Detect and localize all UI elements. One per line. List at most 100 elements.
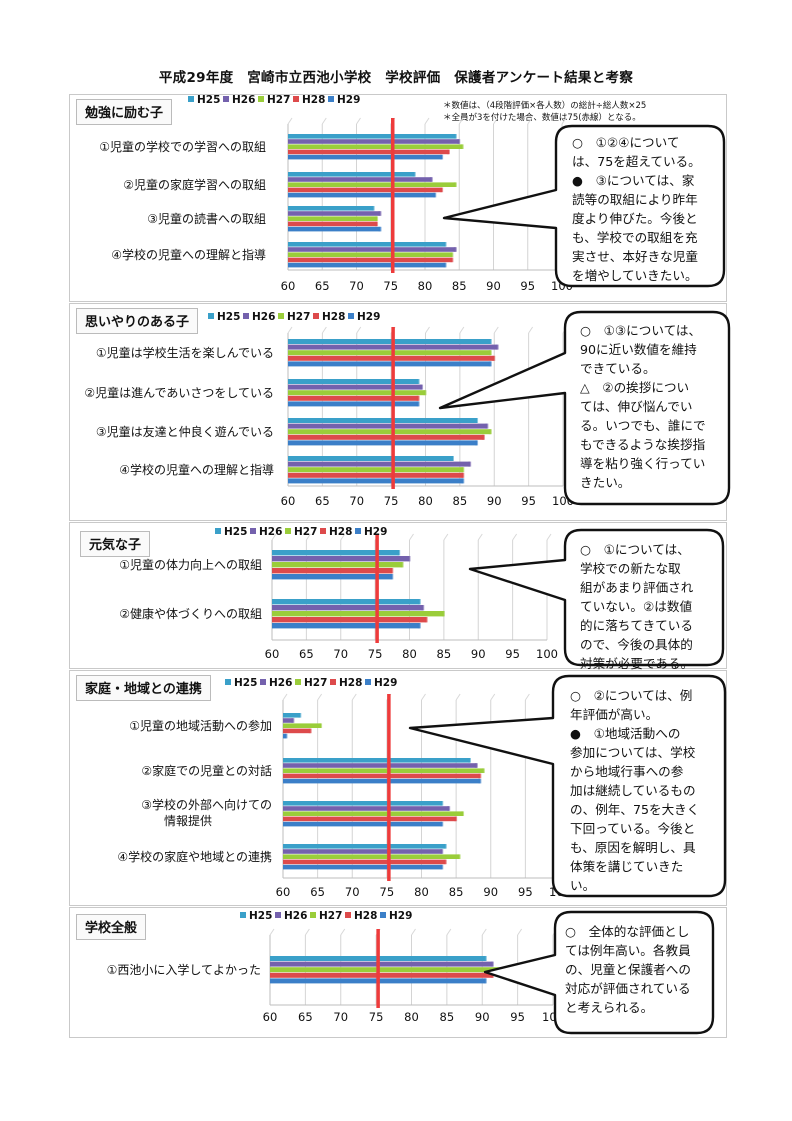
bar-end-h25 — [475, 418, 479, 423]
legend-swatch-h25 — [215, 528, 221, 534]
x-tick-label: 60 — [265, 647, 280, 661]
gridline-depth — [455, 693, 461, 701]
bar-h29 — [288, 192, 436, 198]
bar-end-h29 — [417, 623, 421, 629]
bar-end-h26 — [291, 718, 295, 723]
bar-h29 — [288, 361, 491, 367]
gridline-depth — [287, 117, 293, 125]
category-label: ④学校の家庭や地域との連携 — [117, 849, 272, 864]
x-tick-label: 65 — [298, 1010, 313, 1024]
bar-end-h25 — [412, 172, 416, 177]
bar-h28 — [283, 773, 481, 779]
bar-end-h26 — [407, 556, 411, 562]
bar-end-h25 — [488, 339, 492, 344]
x-tick-label: 70 — [333, 647, 348, 661]
category-label: ①児童は学校生活を楽しんでいる — [96, 345, 274, 360]
category-label: ③児童は友達と仲良く遊んでいる — [96, 424, 274, 439]
callout-bubble — [438, 310, 731, 506]
bar-end-h27 — [441, 611, 445, 617]
legend-label: H25 — [249, 910, 272, 922]
legend-label: H29 — [364, 526, 387, 538]
bar-h26 — [283, 806, 450, 811]
x-tick-label: 95 — [521, 494, 536, 508]
bar-h28 — [288, 187, 443, 193]
bar-h28 — [272, 617, 427, 623]
reference-note: ＊全員が3を付けた場合、数値は75(赤線）となる。 — [443, 113, 641, 123]
x-tick-label: 75 — [380, 885, 395, 899]
legend-swatch-h29 — [365, 679, 371, 685]
x-tick-label: 80 — [414, 885, 429, 899]
bar-h27 — [283, 811, 464, 816]
legend-swatch-h29 — [380, 912, 386, 918]
legend-label: H28 — [302, 94, 325, 106]
callout-health: ○ ①については、 学校での新たな取 組があまり評価され ていない。②は数値 的… — [580, 542, 694, 671]
callout-general: ○ 全体的な評価とし ては例年高い。各教員 の、児童と保護者への 対応が評価され… — [565, 924, 691, 1015]
bar-h29 — [283, 864, 443, 870]
bar-end-h26 — [495, 344, 499, 350]
legend-swatch-h27 — [285, 528, 291, 534]
gridline-depth — [356, 326, 362, 334]
bar-h28 — [270, 972, 493, 978]
gridline-depth — [321, 326, 327, 334]
bar-end-h26 — [420, 384, 424, 390]
bar-end-h29 — [443, 262, 447, 268]
bar-end-h26 — [447, 806, 451, 811]
gridline-depth — [459, 326, 465, 334]
bar-end-h28 — [481, 434, 485, 440]
bar-end-h28 — [454, 816, 458, 822]
bar-end-h28 — [492, 355, 496, 361]
bar-end-h29 — [416, 401, 420, 407]
bar-h28 — [288, 355, 495, 361]
gridline-depth — [305, 533, 311, 541]
gridline-depth — [287, 326, 293, 334]
bar-end-h29 — [483, 978, 487, 984]
bar-end-h29 — [478, 778, 482, 784]
legend-swatch-h29 — [348, 313, 354, 319]
bar-h29 — [283, 778, 481, 784]
bar-end-h26 — [468, 461, 472, 467]
legend-label: H28 — [322, 311, 345, 323]
legend-swatch-h27 — [310, 912, 316, 918]
bar-end-h26 — [440, 849, 444, 854]
category-label: ③学校の外部へ向けての — [141, 797, 272, 812]
gridline-depth — [411, 928, 416, 936]
bar-end-h27 — [461, 811, 465, 816]
callout-bubble — [483, 910, 715, 1035]
bar-h26 — [288, 177, 432, 182]
bar-end-h26 — [490, 961, 494, 967]
callout-study: ○ ①②④について は、75を超えている。 ● ③については、家 読等の取組によ… — [572, 135, 701, 283]
bar-h25 — [288, 242, 446, 247]
bar-end-h26 — [429, 177, 433, 182]
x-tick-label: 95 — [518, 885, 533, 899]
x-tick-label: 65 — [299, 647, 314, 661]
x-tick-label: 85 — [452, 279, 467, 293]
gridline-depth — [527, 117, 533, 125]
bar-end-h26 — [485, 423, 489, 429]
x-tick-label: 90 — [483, 885, 498, 899]
bar-h26 — [288, 461, 471, 467]
gridline-depth — [446, 928, 452, 936]
bar-h27 — [288, 216, 378, 221]
legend-swatch-h27 — [278, 313, 284, 319]
x-tick-label: 80 — [418, 279, 433, 293]
legend-label: H28 — [329, 526, 352, 538]
gridline-depth — [512, 533, 518, 541]
bar-h29 — [288, 262, 446, 268]
legend-label: H25 — [197, 94, 220, 106]
section-title: 学校全般 — [76, 914, 147, 940]
bar-h29 — [272, 623, 420, 629]
bar-h27 — [283, 723, 322, 728]
bar-h25 — [272, 550, 400, 556]
bar-h29 — [283, 821, 443, 827]
x-tick-label: 60 — [276, 885, 291, 899]
category-label: ①児童の地域活動への参加 — [129, 718, 272, 733]
bar-end-h25 — [416, 379, 420, 384]
legend-swatch-h26 — [223, 96, 229, 102]
legend-label: H29 — [337, 94, 360, 106]
gridline-depth — [271, 533, 277, 541]
legend-swatch-h28 — [330, 679, 336, 685]
section-title: 勉強に励む子 — [76, 99, 173, 125]
bar-h28 — [283, 816, 457, 822]
bar-end-h27 — [400, 562, 404, 568]
